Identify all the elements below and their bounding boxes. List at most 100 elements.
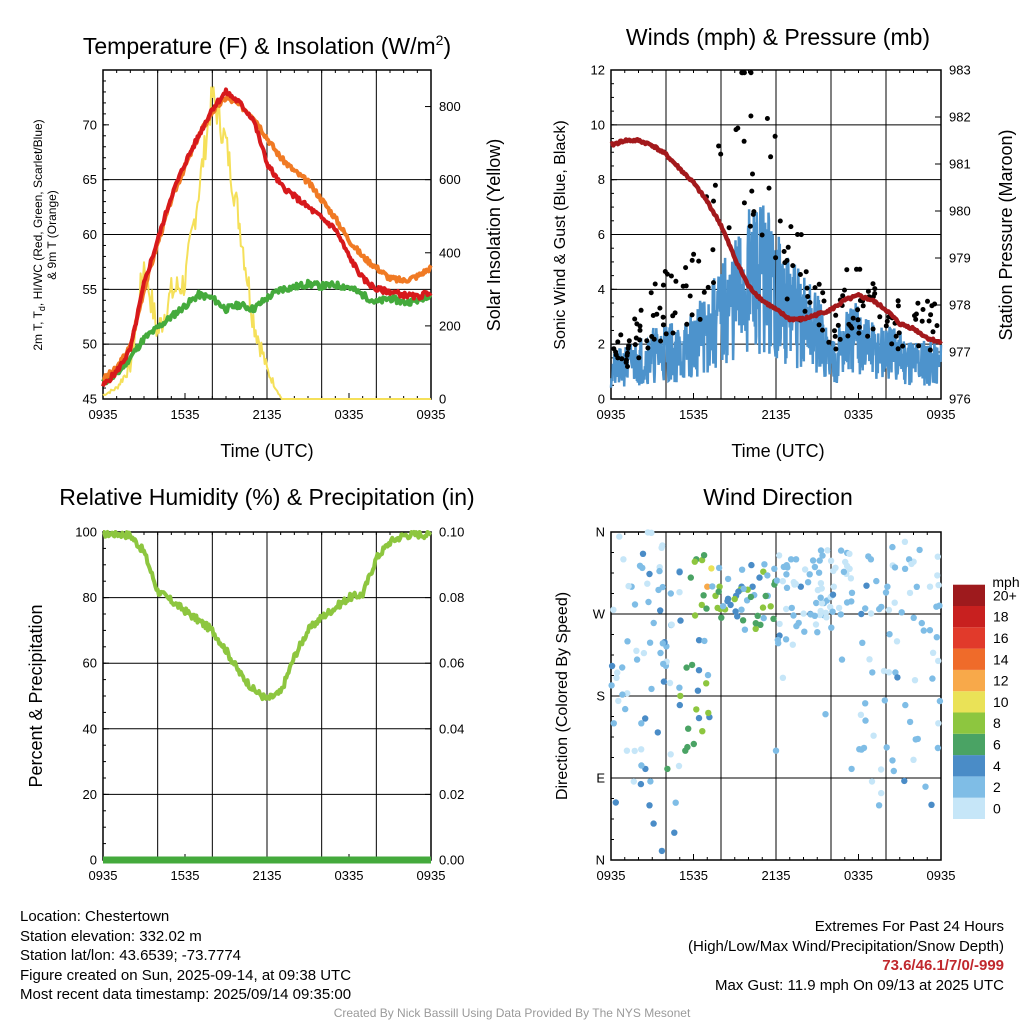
direction-point	[666, 679, 674, 687]
direction-point	[700, 592, 707, 599]
direction-point	[847, 575, 855, 582]
direction-point	[719, 603, 727, 610]
wind-gust-point	[925, 298, 930, 304]
wind-gust-point	[626, 343, 632, 349]
direction-point	[846, 550, 853, 557]
station-elevation: Station elevation: 332.02 m	[20, 927, 202, 945]
wind-gust-point	[654, 311, 660, 317]
direction-point	[933, 634, 940, 641]
direction-point	[817, 580, 825, 587]
wind-gust-point	[634, 321, 640, 327]
temp-title-superscript: 2	[436, 32, 444, 48]
station-location: Location: Chestertown	[20, 908, 170, 925]
direction-point	[790, 612, 797, 619]
wind-gust-point	[632, 342, 638, 348]
direction-point	[787, 556, 795, 563]
direction-point	[908, 560, 915, 568]
direction-point	[800, 610, 807, 617]
wind-gust-point	[668, 273, 674, 279]
wind-gust-point	[883, 323, 889, 329]
wind-gust-point	[689, 257, 695, 263]
direction-point	[783, 605, 790, 613]
direction-point	[885, 669, 893, 676]
wind-gust-point	[803, 269, 809, 275]
temp-series-solar-insolation	[102, 86, 431, 400]
wind-ytick-right-label: 977	[949, 345, 971, 360]
wind-gust-point	[739, 70, 745, 76]
direction-point	[616, 533, 623, 540]
dir-xtick-label: 0335	[844, 868, 873, 883]
dir-chart-title: Wind Direction	[703, 484, 853, 510]
direction-point	[695, 667, 703, 674]
wind-gust-point	[912, 313, 917, 319]
direction-point	[928, 801, 935, 808]
direction-point	[667, 590, 674, 597]
direction-point	[741, 626, 749, 633]
wind-gust-point	[712, 182, 718, 188]
direction-point	[667, 751, 674, 758]
extremes-legend: (High/Low/Max Wind/Precipitation/Snow De…	[688, 937, 1004, 955]
direction-point	[638, 746, 645, 753]
station-info: Location: Chestertown Station elevation:…	[20, 907, 351, 1005]
direction-point	[767, 603, 774, 610]
wind-gust-point	[750, 171, 755, 177]
direction-point	[922, 783, 929, 790]
wind-gust-point	[618, 332, 624, 338]
wind-gust-point	[920, 307, 926, 312]
rh-xtick-label: 0935	[89, 868, 118, 883]
direction-point	[622, 705, 629, 713]
direction-point	[862, 717, 869, 724]
wind-gust-point	[651, 336, 657, 342]
direction-point	[690, 740, 697, 748]
direction-point	[639, 564, 646, 572]
rh-xtick-label: 2135	[253, 868, 282, 883]
direction-point	[749, 583, 756, 590]
temp-xtick-label: 0335	[335, 407, 364, 422]
rh-ytick-right-label: 0.08	[439, 590, 464, 605]
direction-point	[762, 592, 769, 600]
direction-point	[648, 685, 655, 693]
legend-label: 20+	[993, 587, 1017, 603]
direction-point	[675, 762, 683, 770]
temp-ytick-label: 50	[83, 337, 97, 352]
direction-point	[658, 847, 666, 855]
direction-point	[657, 649, 664, 657]
direction-point	[868, 778, 876, 785]
legend-label: 6	[993, 736, 1001, 752]
rh-series-relative-humidity	[102, 530, 432, 702]
wind-gust-point	[895, 303, 901, 309]
wind-gust-point	[687, 293, 693, 299]
direction-point	[699, 728, 706, 735]
extremes-info: Extremes For Past 24 Hours (High/Low/Max…	[688, 917, 1004, 995]
direction-point	[734, 613, 741, 620]
direction-point	[625, 582, 632, 590]
wind-gust-point	[850, 315, 856, 321]
wind-ytick-right-label: 979	[949, 251, 971, 266]
wind-gust-point	[893, 333, 899, 339]
direction-point	[654, 729, 661, 736]
wind-gust-point	[900, 343, 906, 349]
legend-swatch	[953, 755, 985, 777]
wind-gust-point	[660, 322, 666, 328]
direction-point	[715, 564, 723, 572]
temp-ytick-label: 60	[83, 227, 97, 242]
direction-point	[668, 621, 675, 628]
direction-point	[752, 620, 759, 627]
direction-point	[703, 680, 710, 687]
wind-gust-point	[726, 225, 732, 231]
temp-ytick-label: 45	[83, 392, 97, 407]
direction-point	[926, 627, 934, 634]
direction-point	[637, 780, 645, 788]
wind-gust-point	[835, 322, 841, 328]
direction-point	[918, 619, 925, 627]
temp-ylabel-right: Solar Insolation (Yellow)	[484, 139, 504, 331]
direction-point	[619, 691, 626, 698]
direction-point	[700, 552, 708, 559]
direction-point	[901, 538, 909, 545]
wind-gust-point	[855, 307, 861, 313]
dir-ytick-label: S	[596, 689, 605, 704]
direction-point	[748, 561, 755, 569]
wind-series-sonic-wind	[609, 205, 943, 388]
direction-point	[756, 574, 763, 581]
direction-point	[747, 593, 755, 601]
